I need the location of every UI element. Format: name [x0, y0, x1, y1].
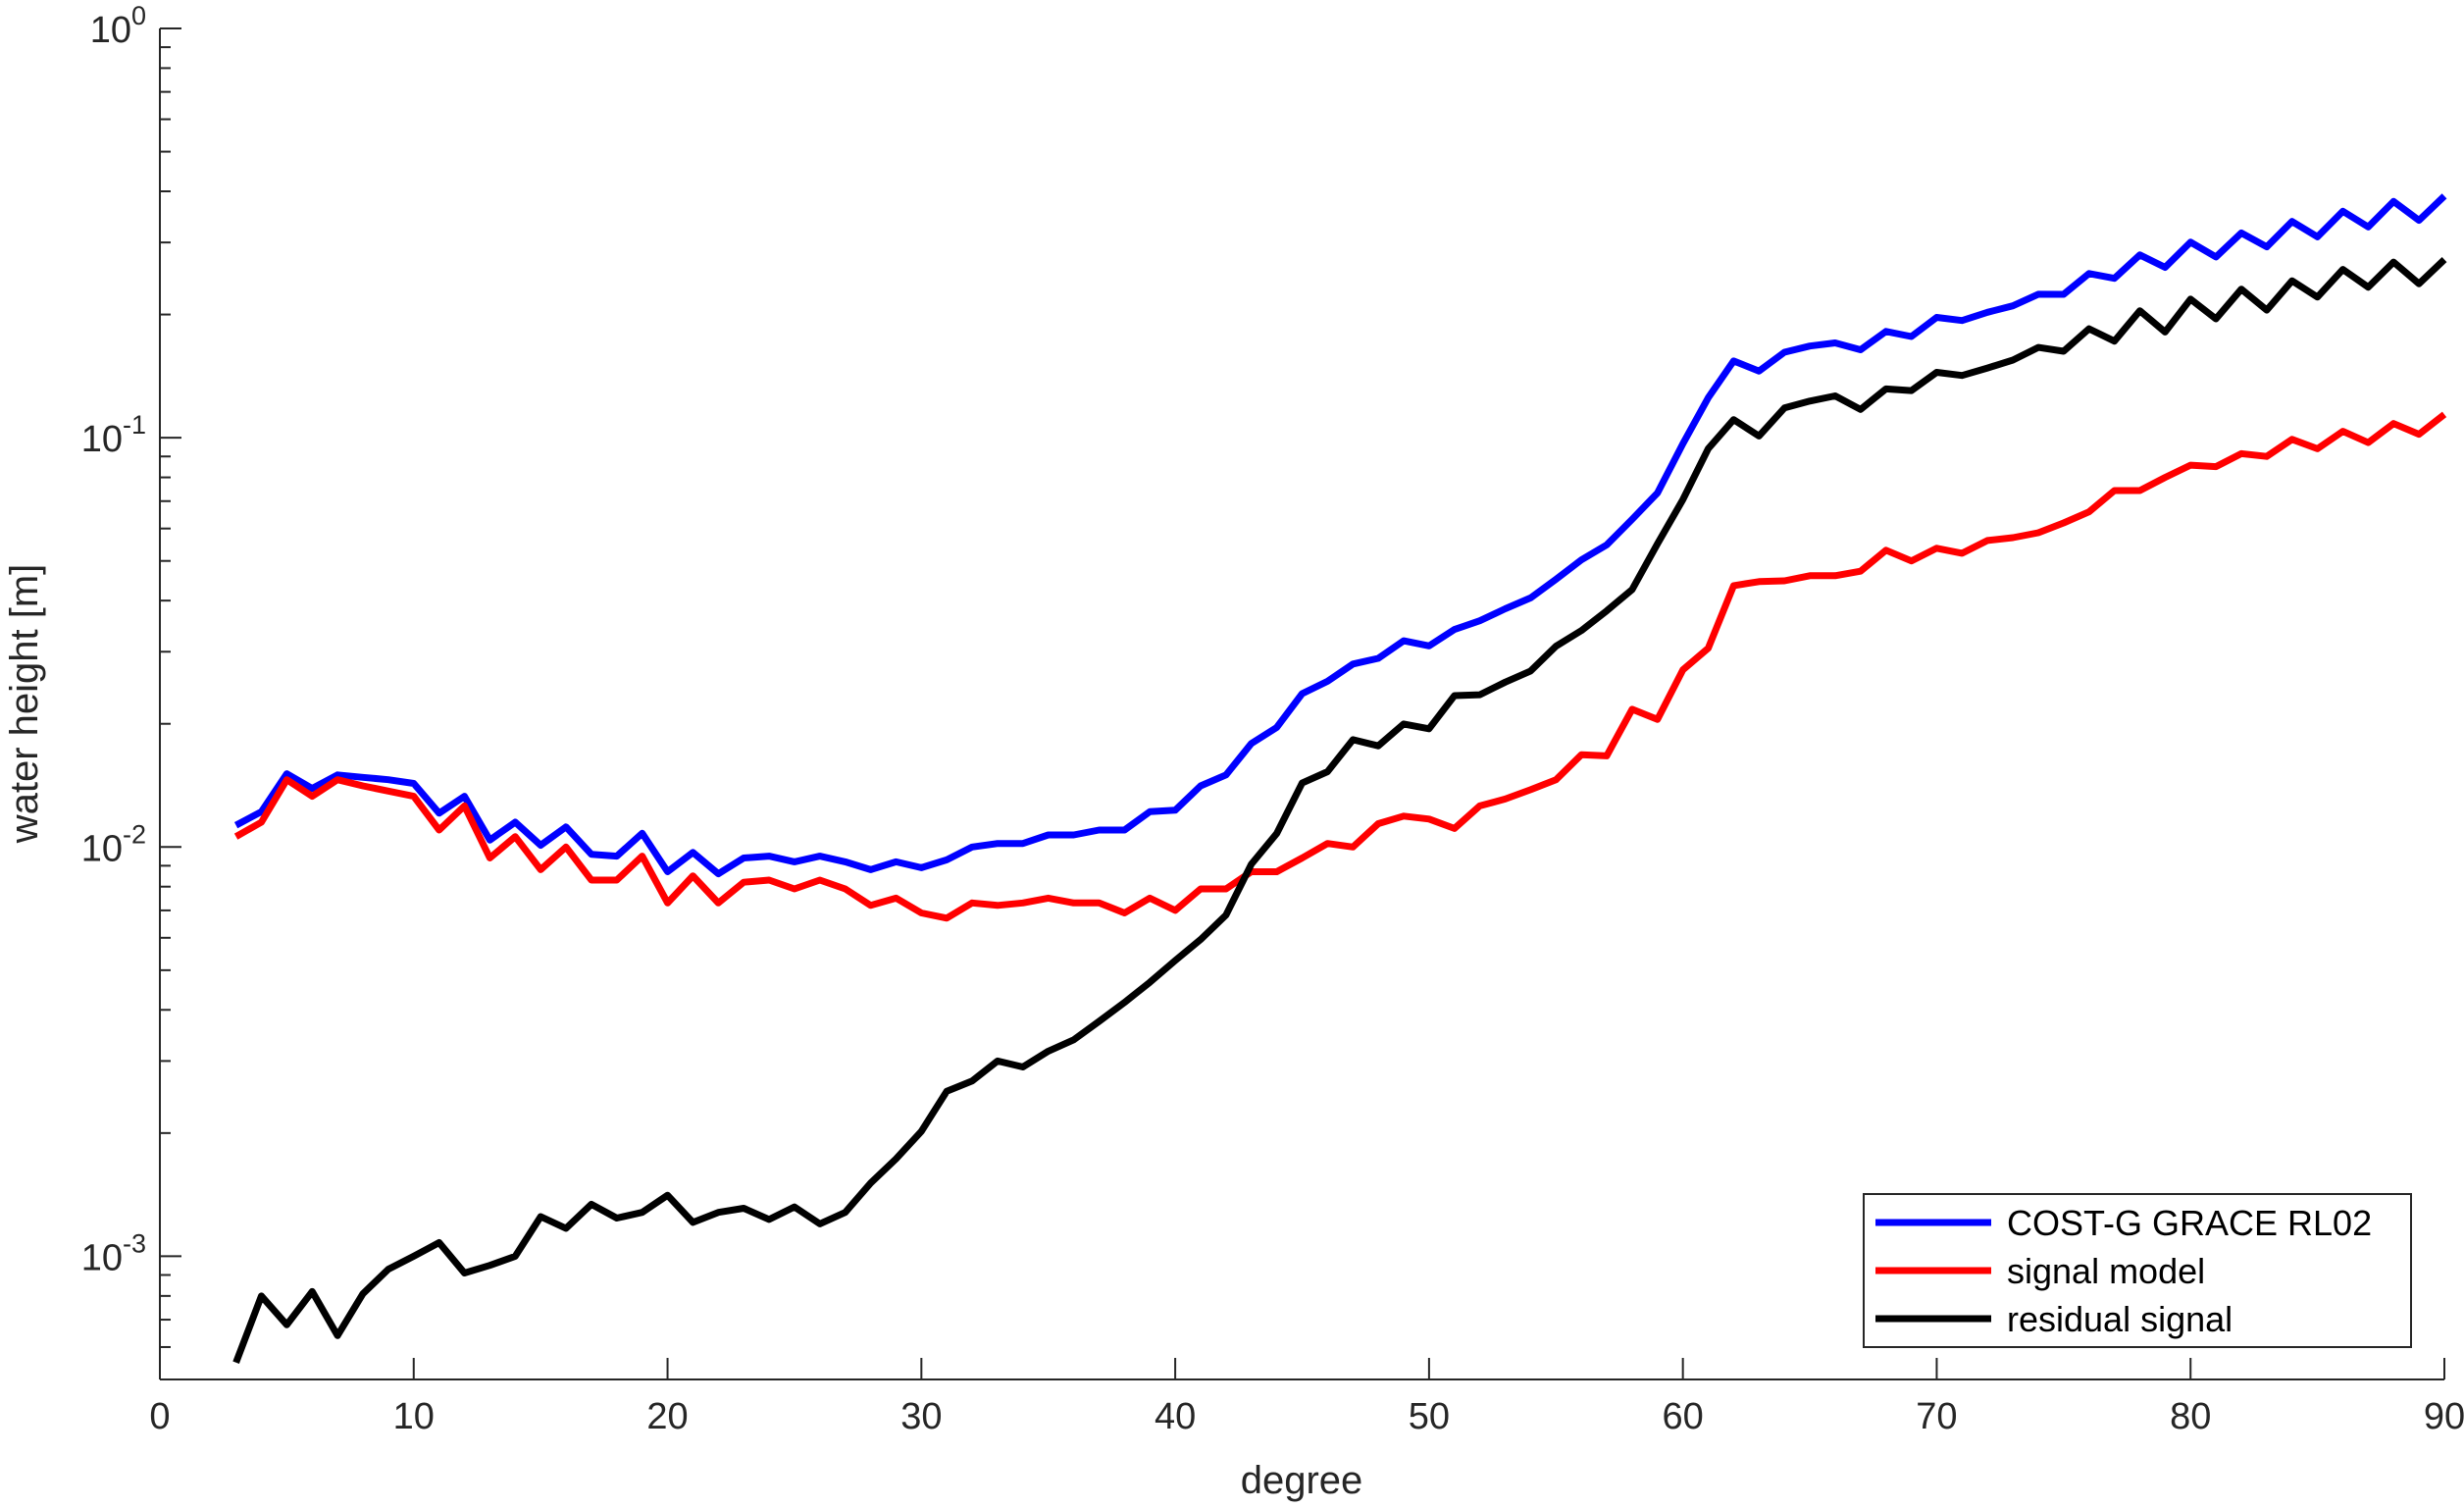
- y-tick-label-2: 10-1: [81, 410, 146, 460]
- x-tick-label-6: 60: [1663, 1396, 1704, 1437]
- ticks-layer: 0 10 20 30 40 50 60 70 80 90 10-3 10-2 10-1 100: [81, 1, 2464, 1437]
- y-tick-label-0: 10-3: [81, 1228, 146, 1278]
- plot-area: [160, 28, 2444, 1379]
- legend-label-0: COST-G GRACE RL02: [2007, 1203, 2372, 1243]
- series-line-0: [233, 193, 2447, 878]
- series-line-1: [233, 411, 2447, 922]
- x-tick-label-1: 10: [393, 1396, 435, 1437]
- legend: COST-G GRACE RL02 signal model residual si…: [1863, 1193, 2412, 1348]
- legend-label-1: signal model: [2007, 1251, 2205, 1291]
- y-tick-label-3: 100: [90, 1, 146, 51]
- x-tick-label-4: 40: [1155, 1396, 1196, 1437]
- x-tick-label-2: 20: [646, 1396, 688, 1437]
- series-line-2: [232, 257, 2447, 1364]
- x-axis-label: degree: [1241, 1459, 1363, 1502]
- x-tick-label-3: 30: [900, 1396, 942, 1437]
- axes-layer: [159, 28, 2444, 1380]
- series-layer: [232, 193, 2447, 1364]
- x-tick-label-8: 80: [2170, 1396, 2211, 1437]
- y-axis-label: water height [m]: [3, 564, 46, 845]
- x-tick-label-5: 50: [1409, 1396, 1450, 1437]
- y-tick-label-1: 10-2: [81, 819, 146, 869]
- x-tick-label-0: 0: [149, 1396, 170, 1437]
- legend-label-2: residual signal: [2007, 1299, 2233, 1339]
- x-tick-label-7: 70: [1916, 1396, 1957, 1437]
- x-tick-label-9: 90: [2424, 1396, 2464, 1437]
